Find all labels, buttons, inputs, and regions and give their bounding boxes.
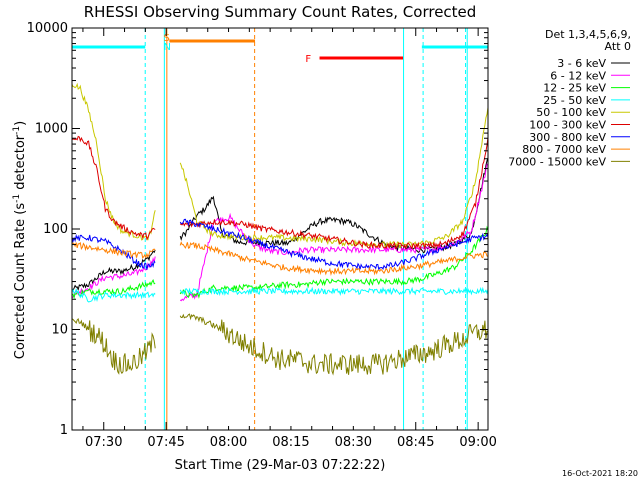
x-tick-label: 08:00	[210, 435, 247, 450]
legend-label: 50 - 100 keV	[536, 106, 606, 119]
series-line-6-12-kev	[72, 256, 156, 299]
axis-ticks	[72, 27, 488, 431]
series-line-7000-15000-kev	[179, 313, 488, 376]
x-axis-label: Start Time (29-Mar-03 07:22:22)	[175, 458, 386, 473]
y-tick-label: 10	[51, 323, 68, 338]
legend-label: 3 - 6 keV	[557, 57, 606, 70]
legend-header: Det 1,3,4,5,6,9,	[545, 28, 631, 41]
series-line-800-7000-kev	[179, 241, 488, 276]
flag-label-n: N	[164, 42, 171, 53]
series-line-7000-15000-kev	[72, 318, 156, 375]
x-tick-label: 08:15	[272, 435, 309, 450]
legend-label: 6 - 12 keV	[550, 69, 606, 82]
series-line-800-7000-kev	[72, 241, 156, 260]
series-line-25-50-kev	[179, 286, 488, 297]
series-line-100-300-kev	[72, 135, 156, 241]
x-tick-label: 08:45	[397, 435, 434, 450]
series-line-100-300-kev	[179, 137, 488, 250]
y-axis-label: Corrected Count Rate (s-1 detector-1)	[12, 121, 28, 359]
series-line-12-25-kev	[179, 225, 488, 299]
series-line-300-800-kev	[72, 233, 156, 270]
x-tick-label: 07:45	[147, 435, 184, 450]
legend-header: Att 0	[605, 40, 631, 53]
series-line-50-100-kev	[72, 82, 156, 241]
x-tick-label: 07:30	[85, 435, 122, 450]
y-tick-label: 100	[43, 222, 68, 237]
legend-label: 800 - 7000 keV	[522, 143, 606, 156]
series-line-300-800-kev	[179, 218, 488, 272]
series-line-25-50-kev	[72, 288, 156, 303]
legend-label: 7000 - 15000 keV	[508, 155, 606, 168]
series-line-50-100-kev	[179, 107, 488, 249]
flag-label-s: S	[164, 33, 170, 44]
legend-label: 100 - 300 keV	[529, 119, 606, 132]
legend-label: 25 - 50 keV	[543, 94, 606, 107]
x-tick-label: 09:00	[459, 435, 496, 450]
y-tick-label: 1000	[35, 122, 68, 137]
series-line-12-25-kev	[72, 279, 156, 300]
chart-title: RHESSI Observing Summary Count Rates, Co…	[84, 3, 477, 21]
y-tick-label: 10000	[27, 21, 68, 36]
tick-labels: 1 10 100 1000 10000 07:30 07:45 08:00 08:15 08:30…	[27, 21, 497, 450]
y-tick-label: 1	[60, 423, 68, 438]
series-group	[72, 28, 488, 430]
legend-label: 12 - 25 keV	[543, 82, 606, 95]
plot-area: SN F	[72, 28, 488, 430]
footer-date: 16-Oct-2021 18:20	[562, 469, 638, 478]
x-tick-label: 08:30	[335, 435, 372, 450]
series-line-3-6-kev	[179, 157, 488, 254]
legend-label: 300 - 800 keV	[529, 131, 606, 144]
flag-label-f: F	[305, 54, 311, 65]
